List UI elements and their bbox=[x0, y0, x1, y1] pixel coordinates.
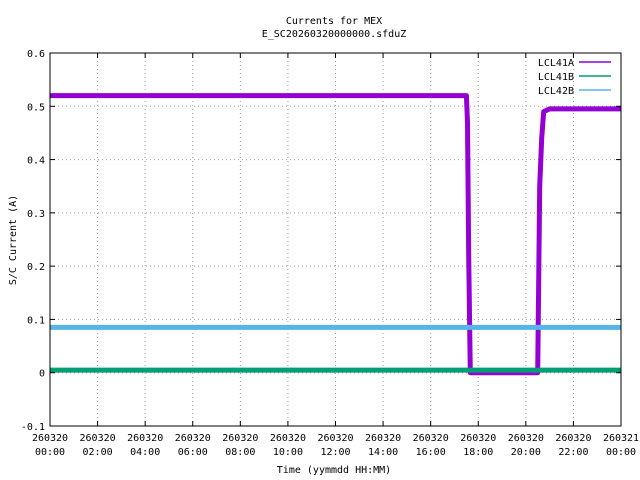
x-tick-date-label: 260320 bbox=[270, 433, 306, 444]
x-tick-time-label: 18:00 bbox=[463, 447, 493, 458]
x-tick-date-label: 260320 bbox=[555, 433, 591, 444]
x-tick-time-label: 16:00 bbox=[416, 447, 446, 458]
x-tick-date-label: 260321 bbox=[603, 433, 639, 444]
x-axis-label: Time (yymmdd HH:MM) bbox=[277, 465, 391, 476]
series-line-lcl41a bbox=[50, 93, 621, 376]
x-tick-date-label: 260320 bbox=[413, 433, 449, 444]
x-tick-time-label: 00:00 bbox=[606, 447, 636, 458]
legend-label: LCL41B bbox=[538, 72, 574, 83]
y-tick-label: -0.1 bbox=[21, 422, 45, 433]
x-tick-date-label: 260320 bbox=[222, 433, 258, 444]
x-tick-date-label: 260320 bbox=[32, 433, 68, 444]
legend: LCL41A LCL41B LCL42B bbox=[538, 58, 611, 97]
x-tick-time-label: 14:00 bbox=[368, 447, 398, 458]
x-tick-time-label: 20:00 bbox=[511, 447, 541, 458]
y-tick-label: 0.6 bbox=[27, 49, 45, 60]
legend-label: LCL41A bbox=[538, 58, 574, 69]
y-tick-label: 0 bbox=[39, 369, 45, 380]
x-tick-time-label: 04:00 bbox=[130, 447, 160, 458]
x-tick-date-label: 260320 bbox=[508, 433, 544, 444]
x-tick-time-label: 02:00 bbox=[83, 447, 113, 458]
series-layer bbox=[50, 93, 621, 376]
y-tick-label: 0.2 bbox=[27, 262, 45, 273]
x-tick-date-label: 260320 bbox=[127, 433, 163, 444]
y-tick-label: 0.4 bbox=[27, 156, 45, 167]
y-tick-label: 0.3 bbox=[27, 209, 45, 220]
x-tick-time-label: 06:00 bbox=[178, 447, 208, 458]
x-tick-date-label: 260320 bbox=[175, 433, 211, 444]
chart-subtitle: E_SC20260320000000.sfduZ bbox=[262, 29, 407, 40]
y-tick-label: 0.1 bbox=[27, 315, 45, 326]
chart-title: Currents for MEX bbox=[286, 16, 382, 27]
x-tick-time-label: 08:00 bbox=[225, 447, 255, 458]
y-tick-label: 0.5 bbox=[27, 102, 45, 113]
x-tick-time-label: 10:00 bbox=[273, 447, 303, 458]
x-tick-time-label: 12:00 bbox=[320, 447, 350, 458]
x-tick-date-label: 260320 bbox=[80, 433, 116, 444]
legend-label: LCL42B bbox=[538, 86, 574, 97]
y-axis-label: S/C Current (A) bbox=[8, 195, 19, 285]
x-tick-date-label: 260320 bbox=[317, 433, 353, 444]
x-tick-date-label: 260320 bbox=[365, 433, 401, 444]
axes: -0.1 0 0.1 0.2 0.3 0.4 0.5 0.6 260320 00:00 260320… bbox=[21, 49, 639, 458]
x-tick-time-label: 22:00 bbox=[558, 447, 588, 458]
x-tick-date-label: 260320 bbox=[460, 433, 496, 444]
x-tick-time-label: 00:00 bbox=[35, 447, 65, 458]
